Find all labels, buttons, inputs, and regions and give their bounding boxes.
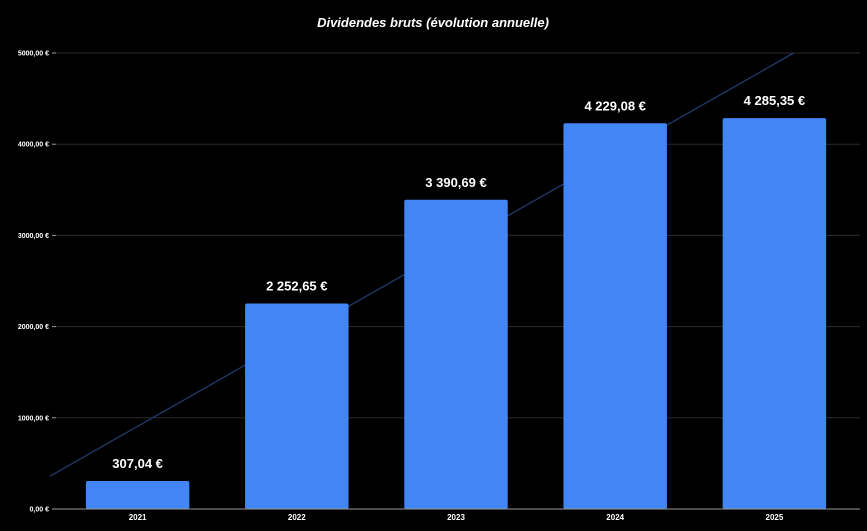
- y-tick-label: 0,00 €: [30, 507, 50, 514]
- bar-2024: [563, 123, 667, 509]
- bar-2025: [722, 118, 827, 509]
- data-label: 307,04 €: [112, 456, 163, 471]
- y-tick-label: 4000,00 €: [18, 142, 49, 149]
- data-label: 4 285,35 €: [744, 93, 805, 108]
- data-labels: 307,04 € 2 252,65 € 3 390,69 € 4 229,08 € 4 …: [112, 93, 805, 471]
- data-label: 4 229,08 €: [584, 98, 645, 113]
- bar-2022: [245, 303, 349, 509]
- y-tick-label: 5000,00 €: [18, 51, 49, 58]
- x-tick-label: 2021: [129, 513, 147, 522]
- chart-title: Dividendes bruts (évolution annuelle): [317, 15, 549, 30]
- bar-2023: [404, 199, 508, 509]
- x-tick-label: 2025: [766, 513, 784, 522]
- bar-2021: [85, 480, 190, 509]
- data-label: 2 252,65 €: [266, 279, 327, 294]
- y-tick-label: 2000,00 €: [18, 324, 49, 331]
- x-tick-label: 2024: [606, 513, 624, 522]
- data-label: 3 390,69 €: [425, 175, 486, 190]
- y-tick-label: 1000,00 €: [18, 415, 49, 422]
- x-tick-label: 2022: [288, 513, 306, 522]
- bars: [85, 118, 827, 509]
- y-tick-label: 3000,00 €: [18, 233, 49, 240]
- axes: 0,00 € 1000,00 € 2000,00 € 3000,00 € 4000,00…: [18, 51, 860, 522]
- x-tick-label: 2023: [447, 513, 465, 522]
